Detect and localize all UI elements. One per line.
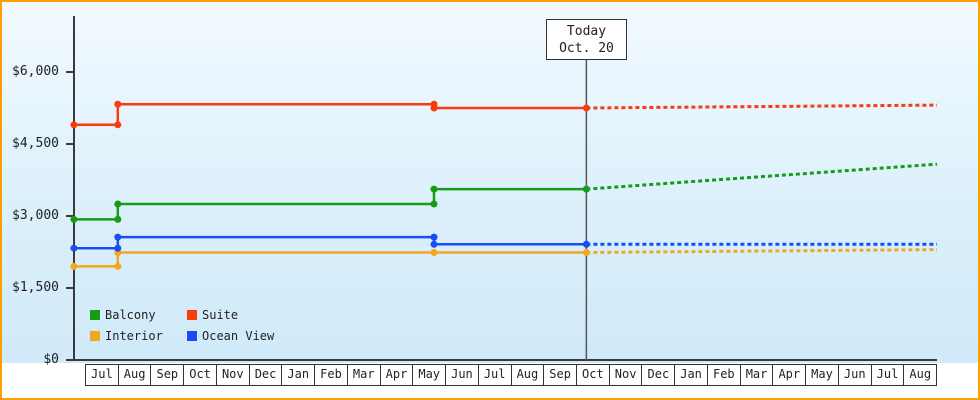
- series-marker-interior: [430, 249, 438, 256]
- series-marker-ocean-view: [582, 240, 590, 248]
- legend-swatch: [187, 310, 197, 320]
- legend-swatch: [90, 331, 100, 341]
- series-marker-ocean-view: [70, 244, 78, 252]
- legend-label: Interior: [105, 329, 163, 343]
- series-marker-ocean-view: [114, 233, 122, 241]
- series-marker-suite: [114, 100, 122, 108]
- month-cell: Jul: [870, 364, 905, 386]
- series-marker-suite: [430, 104, 438, 112]
- month-cell: May: [805, 364, 839, 386]
- month-cell: Feb: [314, 364, 348, 386]
- series-marker-balcony: [70, 215, 78, 223]
- series-marker-interior: [70, 262, 78, 270]
- series-marker-balcony: [114, 215, 122, 223]
- legend-label: Suite: [202, 308, 239, 322]
- month-cell: Dec: [248, 364, 283, 386]
- month-cell: Jun: [837, 364, 872, 386]
- month-cell: Nov: [215, 364, 250, 386]
- month-cell: May: [412, 364, 447, 386]
- month-cell: Sep: [543, 364, 578, 386]
- month-cell: Jun: [445, 364, 479, 386]
- month-strip: Jul Aug Sep Oct Nov Dec Jan Feb Mar Apr May Jun Jul A…: [85, 364, 938, 386]
- series-marker-interior: [114, 262, 122, 270]
- y-tick-label: $6,000: [12, 64, 59, 79]
- month-cell: Aug: [117, 364, 152, 386]
- series-marker-balcony: [582, 185, 590, 193]
- series-forecast-balcony: [586, 162, 938, 191]
- month-cell: Jul: [477, 364, 512, 386]
- legend-label: Ocean View: [202, 329, 275, 343]
- series-marker-balcony: [114, 200, 122, 208]
- series-marker-balcony: [430, 185, 438, 193]
- series-line-interior: [73, 251, 587, 268]
- month-cell: Jan: [674, 364, 708, 386]
- month-cell: Mar: [739, 364, 774, 386]
- today-label: Today: [566, 24, 607, 39]
- month-cell: Dec: [641, 364, 676, 386]
- y-tick-label: $4,500: [12, 136, 59, 151]
- legend-item: Interior: [90, 329, 187, 343]
- y-tick-label: $0: [43, 352, 59, 367]
- y-tick-label: $1,500: [12, 280, 59, 295]
- legend-swatch: [187, 331, 197, 341]
- month-cell: Oct: [183, 364, 217, 386]
- series-marker-interior: [582, 249, 590, 256]
- month-cell: Mar: [346, 364, 381, 386]
- series-line-ocean-view: [73, 235, 587, 250]
- series-marker-suite: [582, 104, 590, 112]
- month-cell: Apr: [772, 364, 807, 386]
- series-line-suite: [73, 102, 587, 127]
- legend-item: Suite: [187, 308, 274, 322]
- legend-item: Ocean View: [187, 329, 274, 343]
- series-marker-suite: [70, 121, 78, 129]
- month-cell: Aug: [903, 364, 938, 386]
- month-cell: Jan: [281, 364, 316, 386]
- series-forecast-suite: [586, 103, 938, 110]
- month-cell: Jul: [85, 364, 119, 386]
- y-tick-label: $3,000: [12, 208, 59, 223]
- series-marker-ocean-view: [430, 240, 438, 248]
- month-cell: Feb: [706, 364, 741, 386]
- series-marker-ocean-view: [430, 233, 438, 241]
- y-axis-labels: $0 $1,500 $3,000 $4,500 $6,000: [2, 2, 65, 398]
- legend: Balcony Suite Interior Ocean View: [90, 308, 274, 343]
- today-date-label: Oct. 20: [559, 41, 614, 56]
- series-marker-ocean-view: [114, 244, 122, 252]
- month-cell: Sep: [150, 364, 185, 386]
- legend-item: Balcony: [90, 308, 187, 322]
- month-cell: Aug: [510, 364, 545, 386]
- today-marker-box: Today Oct. 20: [546, 19, 627, 60]
- series-marker-balcony: [430, 200, 438, 208]
- month-cell: Oct: [576, 364, 610, 386]
- series-forecast-interior: [586, 248, 938, 254]
- legend-label: Balcony: [105, 308, 156, 322]
- month-cell: Nov: [608, 364, 643, 386]
- series-marker-suite: [114, 121, 122, 129]
- series-line-balcony: [73, 187, 587, 221]
- legend-swatch: [90, 310, 100, 320]
- month-cell: Apr: [379, 364, 414, 386]
